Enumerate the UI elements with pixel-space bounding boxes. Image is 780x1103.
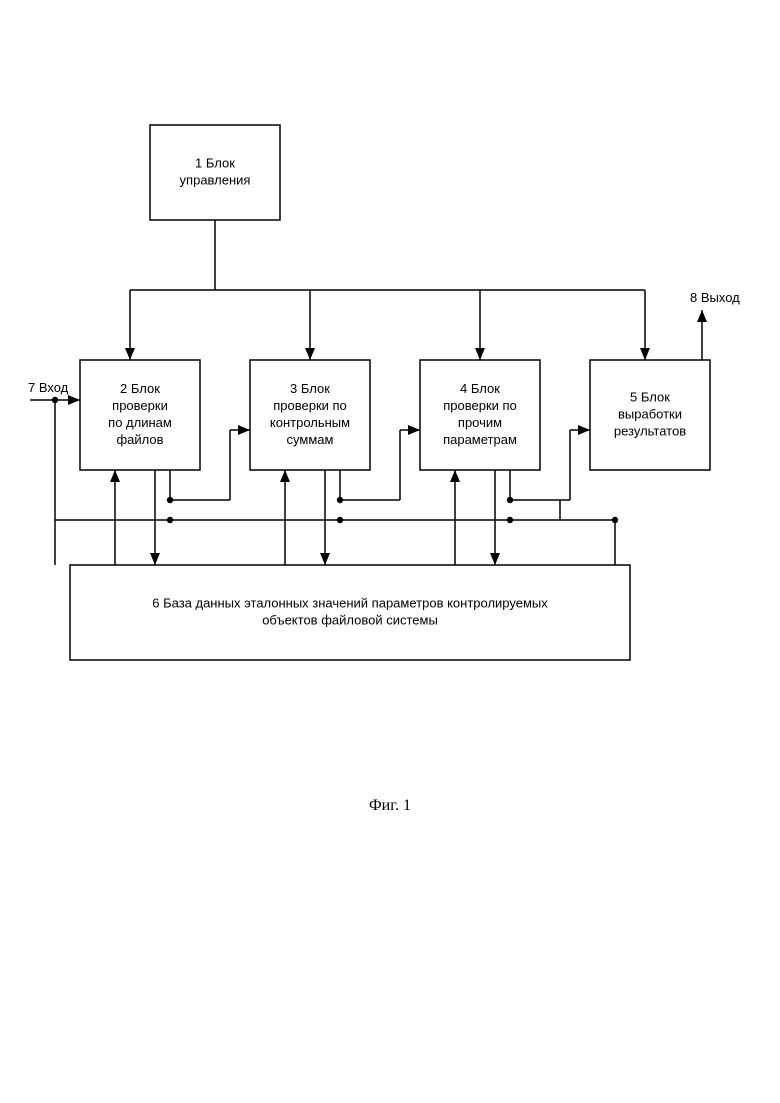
block-n5-line0: 5 Блок	[630, 389, 670, 404]
arrowhead	[490, 553, 500, 565]
block-n3-line0: 3 Блок	[290, 381, 330, 396]
block-n6-line1: объектов файловой системы	[262, 612, 438, 627]
junction-dot	[167, 517, 173, 523]
arrowhead	[305, 348, 315, 360]
arrowhead	[450, 470, 460, 482]
junction-dot	[337, 517, 343, 523]
arrowhead	[238, 425, 250, 435]
block-n2-line1: проверки	[112, 398, 168, 413]
block-n4-line0: 4 Блок	[460, 381, 500, 396]
block-n1-line0: 1 Блок	[195, 155, 235, 170]
block-n4-line2: прочим	[458, 415, 502, 430]
block-n2-line0: 2 Блок	[120, 381, 160, 396]
arrowhead	[280, 470, 290, 482]
block-n5-line2: результатов	[614, 423, 686, 438]
block-n3-line1: проверки по	[273, 398, 347, 413]
block-n5-line1: выработки	[618, 406, 682, 421]
block-n4-line1: проверки по	[443, 398, 517, 413]
arrowhead	[320, 553, 330, 565]
block-n3-line3: суммам	[287, 432, 334, 447]
arrowhead	[68, 395, 80, 405]
arrowhead	[125, 348, 135, 360]
figure-caption: Фиг. 1	[369, 797, 411, 814]
block-n1-line1: управления	[180, 172, 251, 187]
arrowhead	[640, 348, 650, 360]
arrowhead	[408, 425, 420, 435]
junction-dot	[52, 397, 58, 403]
arrowhead	[150, 553, 160, 565]
arrowhead	[110, 470, 120, 482]
block-n2-line2: по длинам	[108, 415, 172, 430]
block-n6-line0: 6 База данных эталонных значений парамет…	[152, 595, 548, 610]
arrowhead	[697, 310, 707, 322]
output-label: 8 Выход	[690, 290, 740, 305]
arrowhead	[578, 425, 590, 435]
block-n2-line3: файлов	[116, 432, 163, 447]
arrowhead	[475, 348, 485, 360]
block-n4-line3: параметрам	[443, 432, 517, 447]
junction-dot	[507, 517, 513, 523]
block-n3-line2: контрольным	[270, 415, 350, 430]
input-label: 7 Вход	[28, 380, 69, 395]
